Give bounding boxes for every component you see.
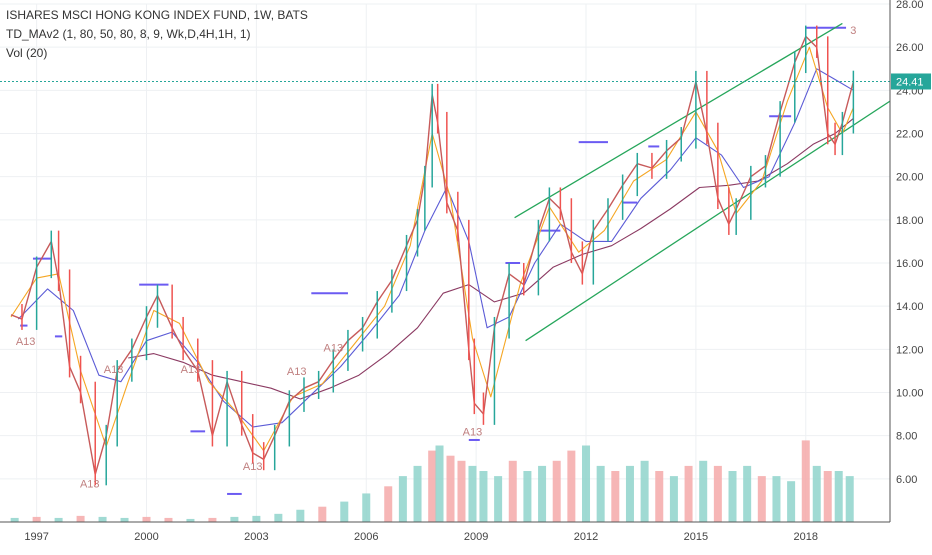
- volume-bar: [120, 517, 129, 522]
- volume-bar: [296, 509, 305, 522]
- trend-channel: [514, 22, 891, 342]
- last-price-label: 24.41: [896, 76, 924, 88]
- x-tick-label: 2012: [574, 531, 598, 543]
- volume-bar: [457, 460, 466, 522]
- annotation-label: A13: [16, 336, 36, 348]
- y-tick-label: 18.00: [896, 215, 924, 227]
- volume-bar: [787, 481, 796, 522]
- volume-bar: [98, 516, 107, 522]
- y-tick-label: 26.00: [896, 42, 924, 54]
- volume-bar: [684, 465, 693, 522]
- axes: 6.00 8.00 10.00 12.00 14.00 16.00 18.00 20.00 22…: [0, 0, 931, 543]
- volume-bar: [834, 471, 843, 522]
- indicator-volume[interactable]: Vol (20): [6, 46, 48, 60]
- x-tick-label: 2015: [684, 531, 708, 543]
- volume-bar: [669, 476, 678, 522]
- volume-bar: [468, 465, 477, 522]
- volume-bar: [479, 471, 488, 522]
- volume-bar: [743, 465, 752, 522]
- volume-bar: [208, 517, 217, 522]
- volume-bar: [413, 465, 422, 522]
- ma-fast-line: [10, 46, 854, 452]
- annotation-label: A13: [80, 478, 100, 490]
- volume-bar: [142, 516, 151, 522]
- channel-line: [525, 100, 891, 342]
- volume-bar: [32, 516, 41, 522]
- volume-bar: [252, 515, 261, 522]
- y-tick-label: 6.00: [896, 474, 917, 486]
- volume-bar: [362, 493, 371, 522]
- volume-bar: [596, 465, 605, 522]
- volume-bars: [10, 440, 854, 522]
- volume-bar: [757, 476, 766, 522]
- x-tick-label: 2009: [464, 531, 488, 543]
- y-tick-label: 28.00: [896, 0, 924, 11]
- volume-bar: [435, 445, 444, 522]
- annotation-label: 3: [850, 25, 856, 37]
- volume-bar: [801, 440, 810, 522]
- volume-bar: [611, 471, 620, 522]
- volume-bar: [655, 471, 664, 522]
- volume-bar: [76, 515, 85, 522]
- volume-bar: [340, 501, 349, 522]
- y-tick-label: 16.00: [896, 258, 924, 270]
- volume-bar: [538, 465, 547, 522]
- volume-bar: [625, 465, 634, 522]
- volume-bar: [845, 476, 854, 522]
- annotation-label: A13: [104, 364, 124, 376]
- y-tick-label: 12.00: [896, 344, 924, 356]
- volume-bar: [186, 518, 195, 522]
- annotation-label: A13: [287, 366, 307, 378]
- volume-bar: [54, 517, 63, 522]
- volume-bar: [10, 517, 19, 522]
- y-tick-label: 22.00: [896, 129, 924, 141]
- x-tick-label: 2018: [794, 531, 818, 543]
- x-tick-label: 2006: [354, 531, 378, 543]
- volume-bar: [398, 476, 407, 522]
- volume-bar: [552, 460, 561, 522]
- y-tick-label: 20.00: [896, 172, 924, 184]
- volume-bar: [713, 465, 722, 522]
- y-tick-label: 10.00: [896, 388, 924, 400]
- volume-bar: [823, 471, 832, 522]
- volume-bar: [164, 517, 173, 522]
- annotation-label: A13: [243, 461, 263, 473]
- volume-bar: [640, 460, 649, 522]
- legend: ISHARES MSCI HONG KONG INDEX FUND, 1W, B…: [6, 6, 308, 63]
- price-line: [10, 35, 855, 476]
- volume-bar: [274, 513, 283, 522]
- annotation-label: A13: [324, 342, 344, 354]
- indicator-td-mav2[interactable]: TD_MAv2 (1, 80, 50, 80, 8, 9, Wk,D,4H,1H…: [6, 27, 251, 41]
- x-tick-label: 2000: [134, 531, 158, 543]
- volume-bar: [523, 471, 532, 522]
- volume-bar: [384, 486, 393, 522]
- volume-bar: [508, 460, 517, 522]
- last-price-badge: [891, 73, 931, 90]
- volume-bar: [318, 506, 327, 522]
- volume-bar: [582, 445, 591, 522]
- annotations: A13 A13 A13 A13 A13 A13 A13 A13 3: [16, 25, 857, 490]
- annotation-label: A13: [463, 427, 483, 439]
- volume-bar: [230, 516, 239, 522]
- annotation-label: A13: [181, 364, 201, 376]
- volume-bar: [446, 455, 455, 522]
- series-lines: [0, 25, 890, 486]
- x-tick-label: 1997: [24, 531, 48, 543]
- volume-bar: [772, 476, 781, 522]
- volume-bar: [699, 460, 708, 522]
- volume-bar: [728, 471, 737, 522]
- y-tick-label: 14.00: [896, 301, 924, 313]
- channel-line: [514, 22, 843, 219]
- ma-mid-line: [17, 68, 854, 428]
- y-tick-label: 8.00: [896, 431, 917, 443]
- volume-bar: [812, 465, 821, 522]
- chart-title: ISHARES MSCI HONG KONG INDEX FUND, 1W, B…: [6, 8, 308, 22]
- volume-bar: [494, 476, 503, 522]
- x-tick-label: 2003: [244, 531, 268, 543]
- volume-bar: [428, 450, 437, 522]
- volume-bar: [567, 450, 576, 522]
